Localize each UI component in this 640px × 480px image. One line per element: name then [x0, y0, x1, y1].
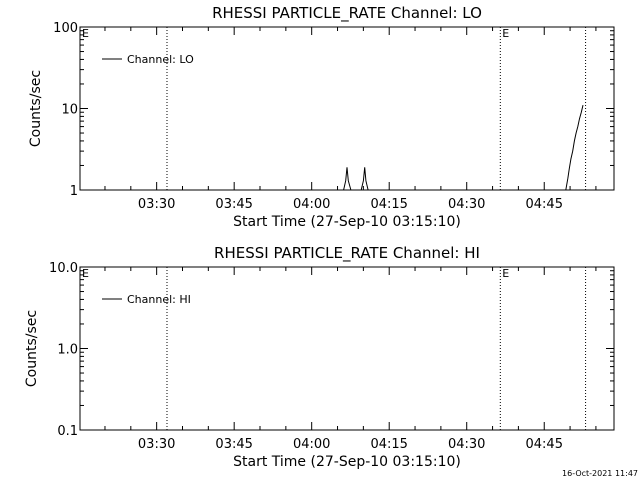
series-line	[343, 104, 584, 191]
x-tick-label: 04:15	[370, 197, 407, 212]
y-tick-label: 1.0	[57, 343, 78, 358]
y-tick-label: 0.1	[57, 424, 78, 439]
y-tick-label: 100	[53, 21, 78, 36]
x-tick-label: 03:30	[138, 197, 175, 212]
x-tick-label: 03:30	[138, 437, 175, 452]
x-tick-label: 04:30	[448, 437, 485, 452]
x-tick-label: 04:00	[293, 437, 330, 452]
event-marker: E	[82, 27, 89, 40]
y-axis-label: Counts/sec	[24, 310, 40, 387]
footer-timestamp: 16-Oct-2021 11:47	[562, 469, 638, 478]
legend-label: Channel: HI	[127, 293, 191, 306]
x-tick-label: 04:00	[293, 197, 330, 212]
chart-title: RHESSI PARTICLE_RATE Channel: HI	[214, 244, 480, 263]
x-tick-label: 04:45	[526, 437, 563, 452]
event-marker: E	[502, 267, 509, 280]
chart-title: RHESSI PARTICLE_RATE Channel: LO	[212, 4, 482, 23]
y-tick-label: 10.0	[49, 261, 78, 276]
x-axis-label: Start Time (27-Sep-10 03:15:10)	[233, 454, 461, 470]
x-tick-label: 04:45	[526, 197, 563, 212]
x-tick-label: 04:15	[370, 437, 407, 452]
event-marker: E	[502, 27, 509, 40]
y-axis-label: Counts/sec	[28, 70, 44, 147]
y-tick-label: 10	[61, 103, 78, 118]
chart-lo-channel: RHESSI PARTICLE_RATE Channel: LO Start Ti…	[28, 4, 615, 230]
y-tick-label: 1	[70, 184, 78, 199]
event-marker: E	[82, 267, 89, 280]
chart-hi-channel: RHESSI PARTICLE_RATE Channel: HI Start Ti…	[24, 244, 615, 470]
x-axis-label: Start Time (27-Sep-10 03:15:10)	[233, 214, 461, 230]
x-tick-label: 03:45	[215, 437, 252, 452]
x-tick-label: 03:45	[215, 197, 252, 212]
x-tick-label: 04:30	[448, 197, 485, 212]
legend-label: Channel: LO	[127, 53, 194, 66]
